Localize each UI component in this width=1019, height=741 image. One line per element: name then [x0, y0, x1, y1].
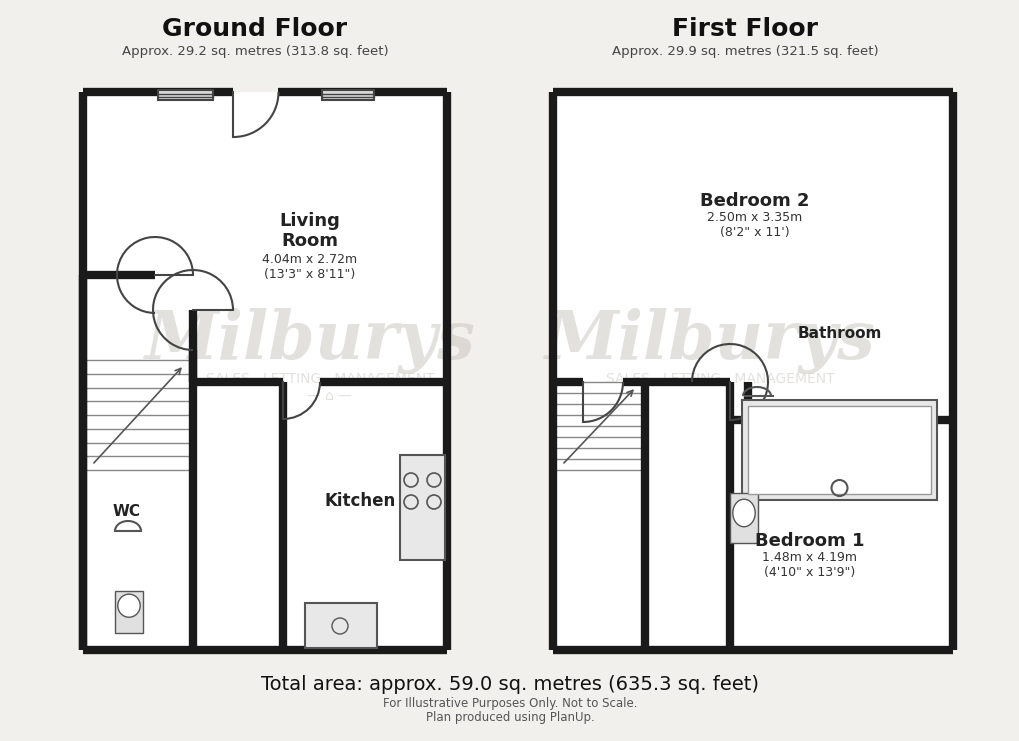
Text: WC: WC — [113, 503, 141, 519]
Text: Bedroom 2: Bedroom 2 — [700, 192, 809, 210]
Text: Bedroom 1: Bedroom 1 — [754, 532, 864, 550]
Text: Approx. 29.9 sq. metres (321.5 sq. feet): Approx. 29.9 sq. metres (321.5 sq. feet) — [611, 44, 877, 58]
Bar — [322, 90, 374, 100]
Bar — [741, 400, 936, 500]
Bar — [399, 455, 444, 560]
Text: First Floor: First Floor — [672, 17, 817, 41]
Bar — [730, 493, 757, 543]
Text: Living
Room: Living Room — [279, 212, 340, 250]
Text: Total area: approx. 59.0 sq. metres (635.3 sq. feet): Total area: approx. 59.0 sq. metres (635… — [261, 676, 758, 694]
Text: Approx. 29.2 sq. metres (313.8 sq. feet): Approx. 29.2 sq. metres (313.8 sq. feet) — [121, 44, 388, 58]
Text: For Illustrative Purposes Only. Not to Scale.: For Illustrative Purposes Only. Not to S… — [382, 697, 637, 709]
Text: Milburys: Milburys — [544, 308, 874, 374]
Ellipse shape — [732, 499, 754, 527]
Text: Bathroom: Bathroom — [797, 327, 881, 342]
Bar — [305, 603, 377, 648]
Text: SALES   LETTING   MANAGEMENT: SALES LETTING MANAGEMENT — [206, 372, 434, 386]
Text: 4.04m x 2.72m
(13'3" x 8'11"): 4.04m x 2.72m (13'3" x 8'11") — [262, 253, 358, 281]
Text: Milburys: Milburys — [145, 308, 475, 374]
Text: Plan produced using PlanUp.: Plan produced using PlanUp. — [425, 711, 594, 723]
Text: Kitchen: Kitchen — [324, 492, 395, 510]
Text: 2.50m x 3.35m
(8'2" x 11'): 2.50m x 3.35m (8'2" x 11') — [707, 211, 802, 239]
Bar — [115, 591, 143, 633]
Ellipse shape — [117, 594, 140, 617]
Bar — [747, 406, 930, 494]
Text: — ⌂ —: — ⌂ — — [307, 389, 353, 403]
Bar — [83, 92, 446, 650]
Bar — [552, 92, 952, 650]
Text: Ground Floor: Ground Floor — [162, 17, 347, 41]
Text: SALES   LETTING   MANAGEMENT: SALES LETTING MANAGEMENT — [605, 372, 834, 386]
Text: 1.48m x 4.19m
(4'10" x 13'9"): 1.48m x 4.19m (4'10" x 13'9") — [762, 551, 857, 579]
Bar — [158, 90, 213, 100]
